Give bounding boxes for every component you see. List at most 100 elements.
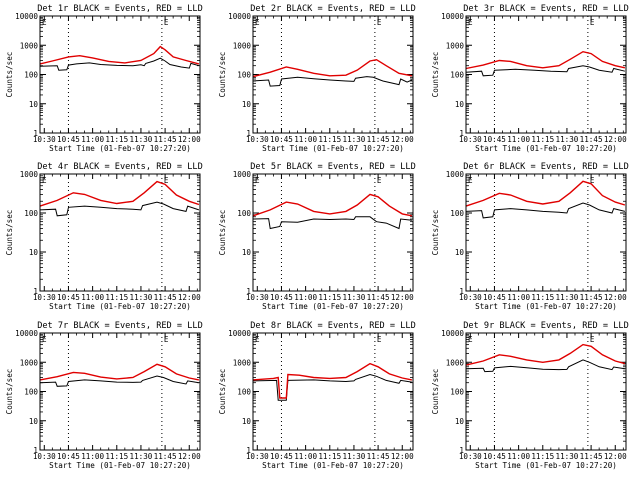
x-tick-label: 12:00	[391, 135, 414, 144]
marker-label: E	[255, 176, 260, 185]
x-tick-label: 11:00	[81, 293, 104, 302]
lld-series-line	[465, 343, 626, 366]
x-tick-label: 11:15	[318, 452, 341, 461]
lld-series-line	[252, 58, 413, 78]
y-axis-label: Counts/sec	[5, 369, 14, 415]
y-tick-label: 10000	[15, 12, 38, 21]
x-tick-label: 11:45	[580, 293, 603, 302]
y-tick-label: 100	[237, 388, 251, 397]
y-tick-label: 1000	[446, 170, 465, 179]
y-axis-label: Counts/sec	[5, 210, 14, 256]
y-tick-label: 100	[24, 388, 38, 397]
x-tick-label: 12:00	[178, 293, 201, 302]
x-tick-label: 11:30	[556, 452, 579, 461]
x-axis-label: Start Time (01-Feb-07 10:27:20)	[49, 302, 191, 311]
y-tick-label: 10	[455, 417, 465, 426]
panel-title: Det 1r BLACK = Events, RED = LLD	[37, 4, 203, 14]
x-tick-label: 11:30	[343, 135, 366, 144]
x-axis-label: Start Time (01-Feb-07 10:27:20)	[475, 302, 617, 311]
x-tick-label: 11:45	[154, 293, 177, 302]
x-tick-label: 10:30	[33, 452, 56, 461]
x-tick-label: 10:45	[270, 452, 293, 461]
y-tick-label: 10	[29, 248, 39, 257]
panel-6: Det 6r BLACK = Events, RED = LLD 1 10 100 10…	[431, 162, 629, 311]
events-series-line	[39, 57, 200, 71]
y-tick-label: 1000	[233, 358, 252, 367]
panel-4: Det 4r BLACK = Events, RED = LLD 1 10 100 10…	[5, 162, 203, 311]
marker-label: E	[468, 176, 473, 185]
panel-title: Det 9r BLACK = Events, RED = LLD	[463, 321, 629, 331]
x-axis-label: Start Time (01-Feb-07 10:27:20)	[262, 302, 404, 311]
x-axis-label: Start Time (01-Feb-07 10:27:20)	[262, 144, 404, 153]
events-series-line	[39, 201, 200, 217]
x-tick-label: 11:15	[531, 293, 554, 302]
x-tick-label: 11:45	[154, 135, 177, 144]
x-tick-label: 10:45	[270, 135, 293, 144]
marker-label: E	[164, 335, 169, 344]
x-tick-label: 10:45	[483, 135, 506, 144]
events-series-line	[252, 373, 412, 401]
x-tick-label: 11:30	[130, 135, 153, 144]
y-tick-label: 1	[33, 129, 38, 138]
y-axis-label: Counts/sec	[5, 52, 14, 98]
x-tick-label: 12:00	[391, 452, 414, 461]
x-tick-label: 11:00	[294, 452, 317, 461]
x-tick-label: 10:30	[246, 452, 269, 461]
y-tick-label: 1	[33, 446, 38, 455]
x-tick-label: 10:30	[246, 135, 269, 144]
lld-series-line	[465, 180, 626, 207]
plot-frame	[39, 173, 201, 292]
x-tick-label: 10:30	[459, 293, 482, 302]
x-tick-label: 12:00	[178, 135, 201, 144]
x-axis-label: Start Time (01-Feb-07 10:27:20)	[49, 461, 191, 470]
lld-series-line	[252, 362, 413, 399]
marker-label: E	[164, 18, 169, 27]
x-tick-label: 11:15	[318, 293, 341, 302]
x-tick-label: 11:45	[367, 293, 390, 302]
y-tick-label: 10000	[228, 329, 251, 338]
marker-label: E	[42, 335, 47, 344]
x-tick-label: 11:30	[343, 293, 366, 302]
y-axis-label: Counts/sec	[218, 369, 227, 415]
panel-title: Det 2r BLACK = Events, RED = LLD	[250, 4, 416, 14]
x-tick-label: 10:45	[483, 293, 506, 302]
x-tick-label: 11:15	[105, 293, 128, 302]
panel-7: Det 7r BLACK = Events, RED = LLD 1 10 100 10…	[5, 321, 203, 470]
x-tick-label: 11:45	[367, 135, 390, 144]
x-axis-label: Start Time (01-Feb-07 10:27:20)	[49, 144, 191, 153]
plot-frame	[252, 15, 414, 134]
y-tick-label: 1	[246, 129, 251, 138]
x-tick-label: 11:15	[105, 452, 128, 461]
panel-8: Det 8r BLACK = Events, RED = LLD 1 10 100 10…	[218, 321, 416, 470]
y-tick-label: 1	[459, 129, 464, 138]
y-tick-label: 100	[237, 71, 251, 80]
x-tick-label: 12:00	[178, 452, 201, 461]
x-tick-label: 11:00	[81, 135, 104, 144]
events-series-line	[465, 202, 626, 219]
y-tick-label: 10000	[228, 12, 251, 21]
plot-frame	[252, 173, 414, 292]
marker-label: E	[590, 335, 595, 344]
events-series-line	[252, 76, 413, 87]
x-tick-label: 11:45	[367, 452, 390, 461]
y-tick-label: 10	[455, 248, 465, 257]
marker-label: E	[377, 18, 382, 27]
marker-label: E	[468, 335, 473, 344]
panel-title: Det 8r BLACK = Events, RED = LLD	[250, 321, 416, 331]
x-tick-label: 11:15	[318, 135, 341, 144]
lld-series-line	[39, 45, 200, 65]
y-tick-label: 100	[450, 209, 464, 218]
plot-frame	[465, 332, 627, 451]
x-tick-label: 11:00	[507, 293, 530, 302]
y-tick-label: 10	[455, 100, 465, 109]
y-tick-label: 10	[242, 417, 252, 426]
y-axis-label: Counts/sec	[218, 52, 227, 98]
y-tick-label: 1000	[20, 170, 39, 179]
plot-frame	[39, 332, 201, 451]
panel-title: Det 6r BLACK = Events, RED = LLD	[463, 162, 629, 172]
panel-title: Det 5r BLACK = Events, RED = LLD	[250, 162, 416, 172]
x-tick-label: 11:45	[580, 135, 603, 144]
x-tick-label: 11:45	[154, 452, 177, 461]
x-tick-label: 10:30	[459, 135, 482, 144]
